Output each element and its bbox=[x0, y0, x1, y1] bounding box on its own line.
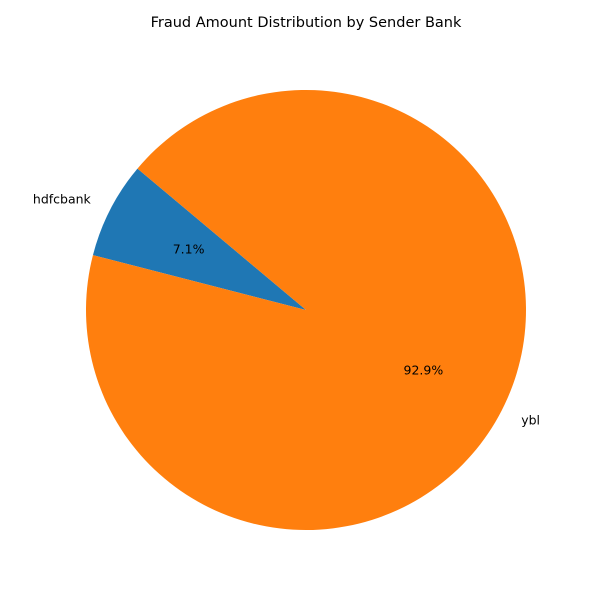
pie-labels: 7.1% hdfcbank 92.9% ybl bbox=[33, 191, 540, 427]
pie-slices bbox=[86, 89, 527, 530]
pie-category-label-ybl: ybl bbox=[521, 413, 540, 428]
pie-pct-label-hdfcbank: 7.1% bbox=[173, 242, 205, 257]
pie-pct-label-ybl: 92.9% bbox=[404, 362, 444, 377]
pie-category-label-hdfcbank: hdfcbank bbox=[33, 191, 92, 206]
pie-slice-hdfcbank bbox=[92, 168, 306, 310]
pie-slice-ybl bbox=[86, 89, 527, 530]
chart-title: Fraud Amount Distribution by Sender Bank bbox=[151, 15, 462, 31]
